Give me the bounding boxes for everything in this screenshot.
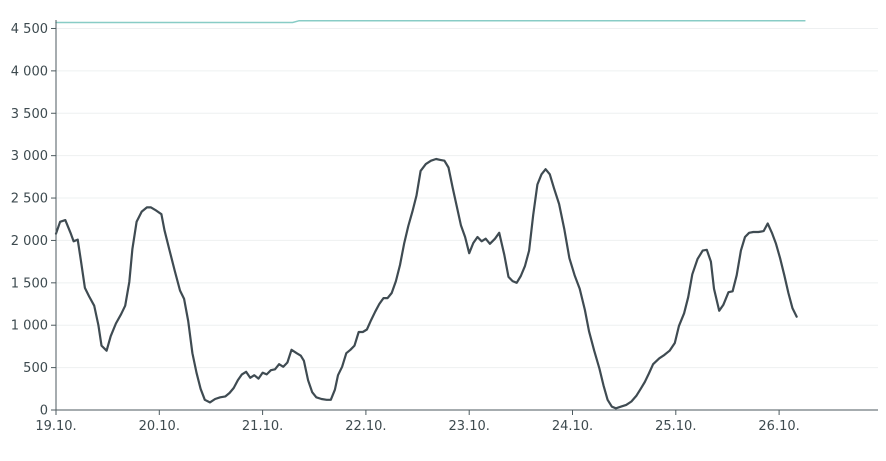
y-tick-label: 1 000 bbox=[11, 319, 48, 334]
y-tick-label: 1 500 bbox=[11, 276, 48, 291]
main-series-line bbox=[54, 157, 798, 410]
x-tick-label: 22.10. bbox=[345, 419, 386, 434]
x-tick-label: 23.10. bbox=[449, 419, 490, 434]
y-tick-label: 3 000 bbox=[11, 149, 48, 164]
y-tick-label: 2 000 bbox=[11, 234, 48, 249]
x-axis-tick-labels: 19.10. 20.10. 21.10. 22.10. 23.10. 24.10. 25.1… bbox=[35, 410, 800, 434]
y-tick-label: 3 500 bbox=[11, 107, 48, 122]
x-tick-label: 20.10. bbox=[139, 419, 180, 434]
x-tick-label: 25.10. bbox=[655, 419, 696, 434]
gridlines bbox=[56, 27, 878, 369]
y-axis-tick-labels: 0 500 1 000 1 500 2 000 2 500 3 000 3 500 4 000 4… bbox=[11, 22, 56, 419]
y-tick-label: 4 000 bbox=[11, 64, 48, 79]
series-lines bbox=[54, 20, 806, 410]
x-tick-label: 26.10. bbox=[758, 419, 799, 434]
capacity-series-line bbox=[55, 20, 806, 24]
x-tick-label: 21.10. bbox=[242, 419, 283, 434]
y-tick-label: 4 500 bbox=[11, 22, 48, 37]
y-tick-label: 500 bbox=[23, 361, 48, 376]
y-tick-label: 2 500 bbox=[11, 192, 48, 207]
y-tick-label: 0 bbox=[40, 404, 48, 419]
x-tick-label: 19.10. bbox=[35, 419, 76, 434]
x-tick-label: 24.10. bbox=[552, 419, 593, 434]
